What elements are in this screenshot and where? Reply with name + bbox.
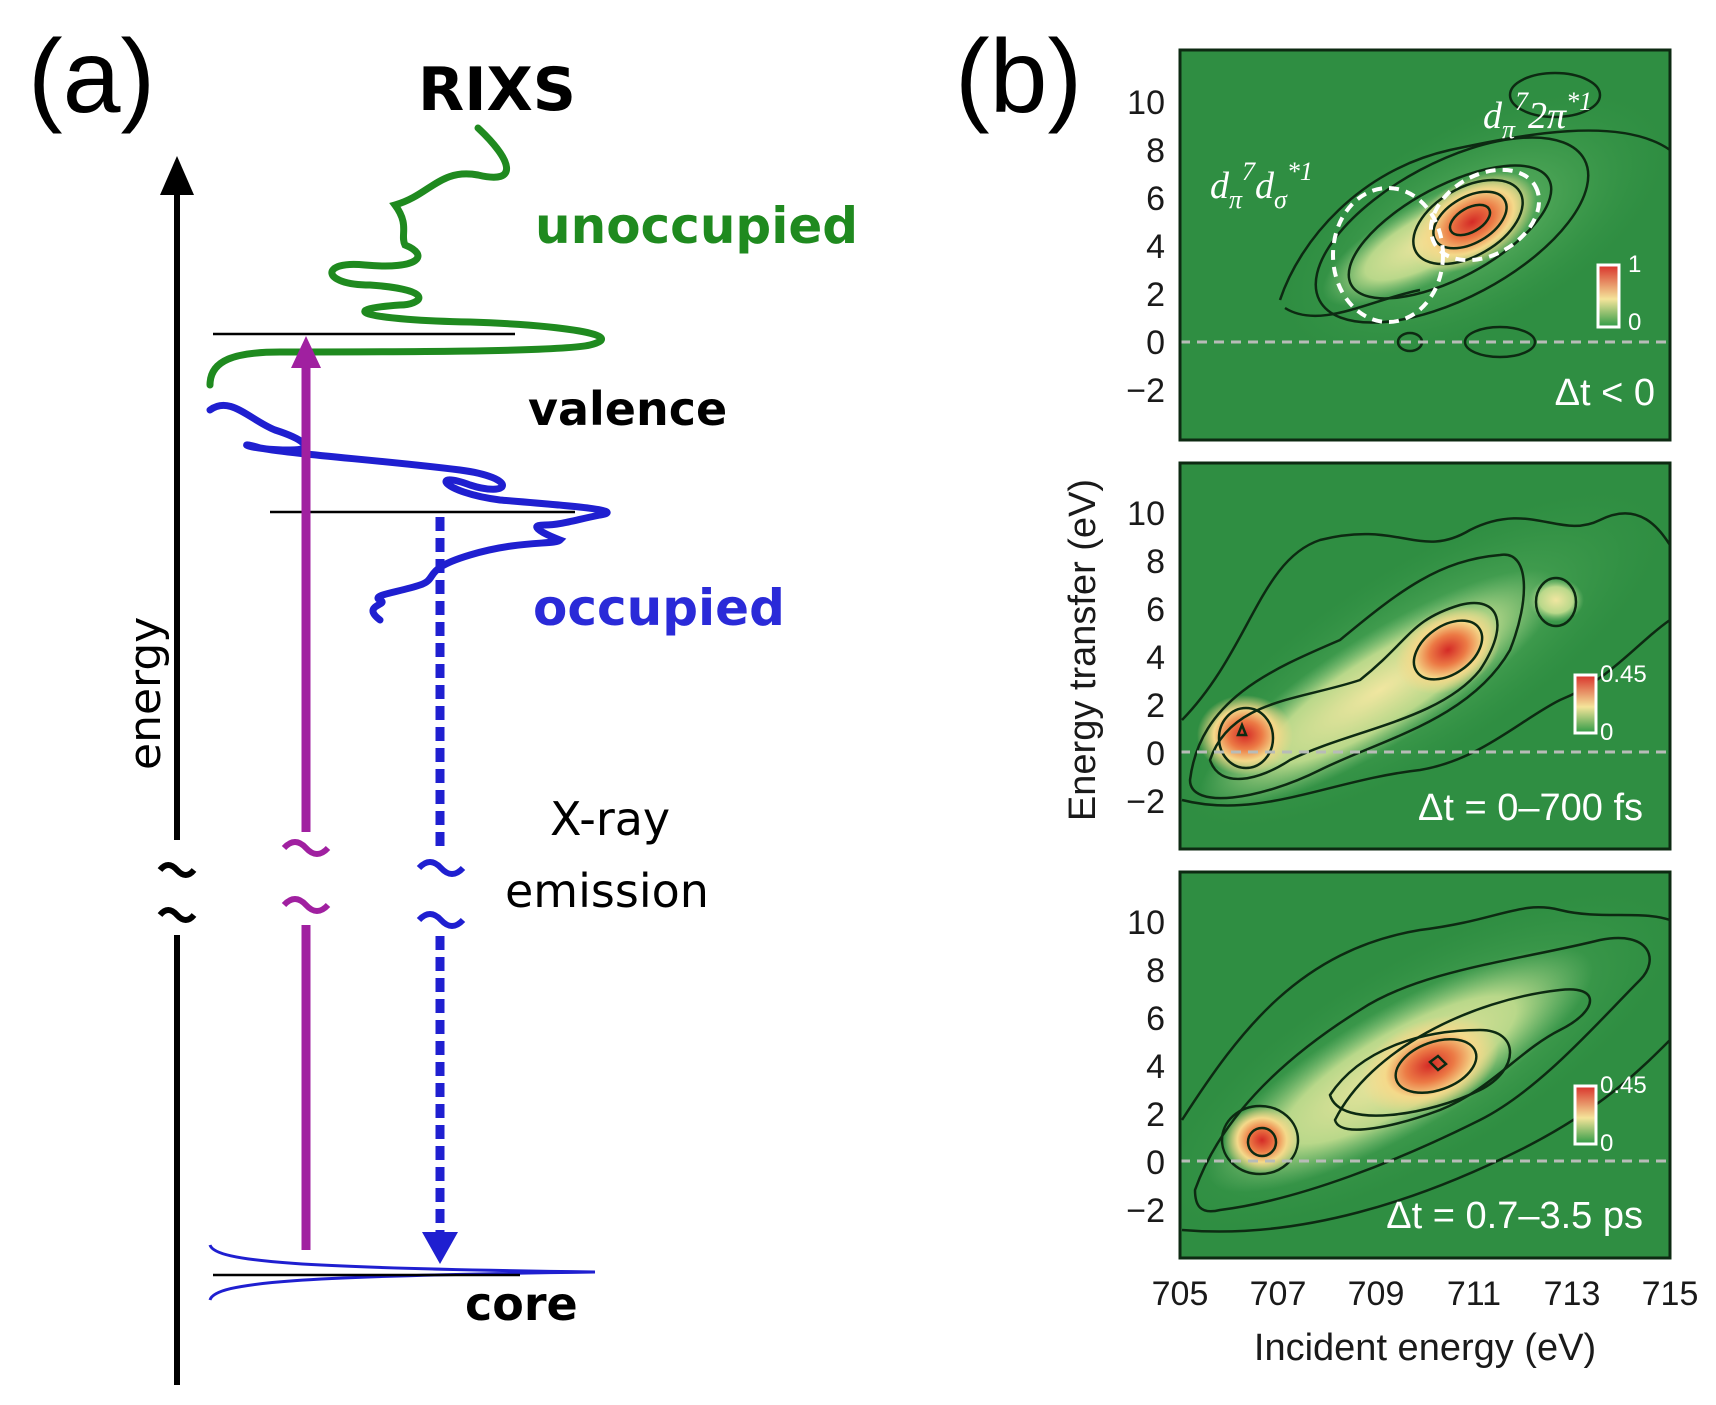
map2-colorbar-min: 0	[1600, 719, 1613, 746]
panel-a: (a) RIXS energy unoccupied valence occup…	[28, 19, 858, 1385]
map1-colorbar-min: 0	[1628, 309, 1641, 336]
map3-colorbar-max: 0.45	[1600, 1072, 1647, 1099]
unoccupied-label: unoccupied	[535, 197, 858, 255]
y-tick: 8	[1146, 543, 1165, 581]
y-tick: 10	[1127, 495, 1165, 533]
x-tick: 715	[1642, 1275, 1699, 1313]
y-tick: 10	[1127, 84, 1165, 122]
annotation-d-sigma: dπ7dσ*1	[1210, 157, 1313, 214]
y-tick: 6	[1146, 1000, 1165, 1038]
y-tick: 4	[1146, 639, 1165, 677]
map1-colorbar	[1596, 263, 1621, 329]
process-label-line1: X-ray	[550, 792, 670, 846]
map3-delay-label: Δt = 0.7–3.5 ps	[1386, 1195, 1643, 1237]
map3-y-ticks: 10 8 6 4 2 0 −2	[1126, 904, 1165, 1230]
map3-peak-mid	[1361, 1015, 1499, 1115]
absorption-break-symbol	[281, 839, 331, 914]
y-tick: 8	[1146, 952, 1165, 990]
map2-peak-high	[1528, 578, 1584, 622]
map1-dashed-circle-right	[1428, 167, 1542, 263]
y-tick: −2	[1126, 372, 1165, 410]
emission-arrowhead	[422, 1232, 458, 1264]
unoccupied-dos-curve	[206, 124, 606, 389]
map2-contours	[1181, 512, 1670, 807]
y-tick: 0	[1146, 735, 1165, 773]
map1-delay-label: Δt < 0	[1555, 372, 1655, 414]
occupied-dos-curve	[206, 401, 611, 624]
y-axis-title: Energy transfer (eV)	[1062, 479, 1104, 821]
rixs-title: RIXS	[418, 55, 576, 125]
y-tick: 2	[1146, 1096, 1165, 1134]
map2-colorbar-max: 0.45	[1600, 661, 1647, 688]
occupied-label: occupied	[533, 579, 785, 637]
y-tick: 8	[1146, 132, 1165, 170]
map1-frame	[1178, 48, 1672, 442]
map3-colorbar-min: 0	[1600, 1130, 1613, 1157]
map3-colorbar	[1573, 1084, 1598, 1146]
y-tick: 6	[1146, 180, 1165, 218]
y-tick: 0	[1146, 324, 1165, 362]
map2-peak-mid	[1395, 605, 1501, 695]
map1-main-peak	[1407, 171, 1537, 273]
rixs-map-negative-delay	[1180, 50, 1670, 440]
energy-axis-label: energy	[120, 617, 171, 770]
emission-break-symbol	[416, 859, 466, 929]
map1-y-ticks: 10 8 6 4 2 0 −2	[1126, 84, 1165, 410]
energy-axis-arrowhead	[160, 156, 194, 195]
y-tick: 2	[1146, 687, 1165, 725]
annotation-2pi: dπ72π*1	[1483, 87, 1592, 144]
x-axis-title: Incident energy (eV)	[1254, 1327, 1596, 1369]
map1-colorbar-max: 1	[1628, 251, 1641, 278]
y-tick: 2	[1146, 276, 1165, 314]
map3-frame	[1178, 870, 1672, 1260]
y-tick: −2	[1126, 1192, 1165, 1230]
y-tick: 0	[1146, 1144, 1165, 1182]
y-tick: 10	[1127, 904, 1165, 942]
x-tick: 711	[1447, 1275, 1501, 1313]
map3-peak-low	[1224, 1106, 1300, 1174]
y-tick: 4	[1146, 228, 1165, 266]
panel-b-label: (b)	[955, 19, 1082, 135]
y-tick: 4	[1146, 1048, 1165, 1086]
axis-break-symbol	[157, 862, 197, 923]
map1-contours	[1278, 71, 1670, 359]
core-label: core	[465, 1277, 578, 1331]
rixs-map-late-delay	[1180, 872, 1670, 1258]
map2-frame	[1178, 461, 1672, 851]
y-tick: 6	[1146, 591, 1165, 629]
panel-b: (b) dπ7dσ*1	[955, 19, 1699, 1369]
map2-delay-label: Δt = 0–700 fs	[1418, 787, 1643, 829]
absorption-arrowhead	[291, 336, 321, 368]
valence-label: valence	[528, 382, 727, 436]
y-tick: −2	[1126, 783, 1165, 821]
map2-colorbar	[1573, 673, 1598, 735]
x-tick: 705	[1152, 1275, 1209, 1313]
x-tick: 707	[1250, 1275, 1307, 1313]
x-tick: 709	[1348, 1275, 1405, 1313]
core-dos-curve	[208, 1244, 596, 1301]
panel-a-label: (a)	[28, 19, 155, 135]
x-ticks: 705 707 709 711 713 715	[1152, 1275, 1699, 1313]
process-label-line2: emission	[505, 864, 709, 918]
map2-y-ticks: 10 8 6 4 2 0 −2	[1126, 495, 1165, 821]
x-tick: 713	[1544, 1275, 1601, 1313]
rixs-map-early-delay	[1180, 463, 1670, 849]
